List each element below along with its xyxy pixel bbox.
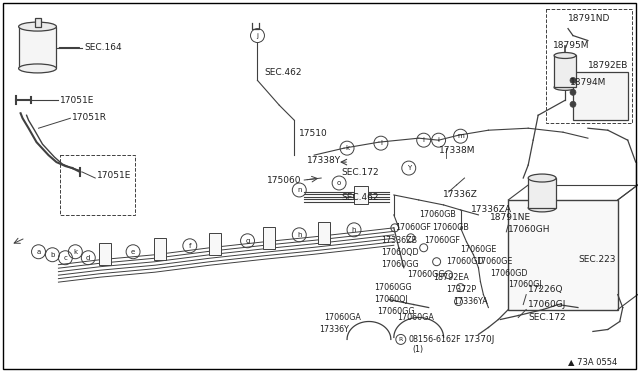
Text: e: e bbox=[131, 249, 135, 255]
Ellipse shape bbox=[554, 84, 576, 90]
Text: 17370J: 17370J bbox=[463, 335, 495, 344]
Text: 17060GD: 17060GD bbox=[447, 257, 484, 266]
Text: 17060QD: 17060QD bbox=[381, 248, 419, 257]
Ellipse shape bbox=[19, 22, 56, 31]
Bar bbox=[546, 9, 632, 123]
Text: 17060GF: 17060GF bbox=[395, 223, 431, 232]
Text: (1): (1) bbox=[413, 345, 424, 354]
Bar bbox=[318, 222, 330, 244]
Text: d: d bbox=[86, 255, 90, 261]
Bar bbox=[508, 200, 618, 310]
Text: SEC.462: SEC.462 bbox=[341, 193, 379, 202]
Bar bbox=[209, 233, 221, 255]
Text: SEC.172: SEC.172 bbox=[528, 313, 566, 322]
Text: k: k bbox=[345, 145, 349, 151]
Text: 17060GG: 17060GG bbox=[377, 307, 415, 316]
Text: c: c bbox=[63, 255, 67, 261]
Text: 17051E: 17051E bbox=[97, 170, 132, 180]
Text: 175060: 175060 bbox=[268, 176, 302, 185]
Text: m: m bbox=[457, 133, 464, 139]
Text: 17060GE: 17060GE bbox=[476, 257, 513, 266]
Text: 17336YA: 17336YA bbox=[454, 297, 488, 306]
Text: k: k bbox=[73, 249, 77, 255]
Text: f: f bbox=[189, 243, 191, 249]
Bar bbox=[264, 227, 275, 249]
Text: 17338Y: 17338Y bbox=[307, 155, 341, 164]
Text: 17051R: 17051R bbox=[72, 113, 108, 122]
Text: i: i bbox=[422, 137, 425, 143]
Text: 17336ZB: 17336ZB bbox=[381, 236, 417, 245]
Text: 17060GG: 17060GG bbox=[381, 260, 419, 269]
Text: i: i bbox=[438, 137, 440, 143]
Text: 17060GD: 17060GD bbox=[490, 269, 528, 278]
Circle shape bbox=[570, 89, 576, 95]
Text: l: l bbox=[380, 140, 382, 146]
Text: 17060GA: 17060GA bbox=[324, 313, 361, 322]
Text: SEC.223: SEC.223 bbox=[578, 255, 616, 264]
Text: 17336ZA: 17336ZA bbox=[470, 205, 511, 214]
Text: 17226Q: 17226Q bbox=[528, 285, 564, 294]
Text: 17060GB: 17060GB bbox=[433, 223, 470, 232]
Bar bbox=[354, 186, 368, 204]
Ellipse shape bbox=[19, 64, 56, 73]
Text: a: a bbox=[36, 249, 41, 255]
Text: 17372P: 17372P bbox=[447, 285, 477, 294]
Text: 17338M: 17338M bbox=[438, 145, 475, 155]
Text: g: g bbox=[245, 238, 250, 244]
Text: 17336Y: 17336Y bbox=[319, 325, 349, 334]
Bar bbox=[573, 73, 628, 120]
Text: Y: Y bbox=[406, 165, 411, 171]
Text: b: b bbox=[51, 252, 54, 258]
Text: 17510: 17510 bbox=[300, 129, 328, 138]
Ellipse shape bbox=[528, 204, 556, 212]
Text: h: h bbox=[352, 227, 356, 233]
Text: h: h bbox=[297, 232, 301, 238]
Bar bbox=[154, 238, 166, 260]
Text: SEC.164: SEC.164 bbox=[84, 43, 122, 52]
Text: R: R bbox=[399, 337, 403, 342]
Text: 18795M: 18795M bbox=[553, 41, 589, 50]
Text: 18792EB: 18792EB bbox=[588, 61, 628, 70]
Text: 18791ND: 18791ND bbox=[568, 14, 611, 23]
Text: 17060GJ: 17060GJ bbox=[528, 300, 566, 309]
Text: 17060GE: 17060GE bbox=[461, 245, 497, 254]
Text: j: j bbox=[257, 33, 259, 39]
Text: 18791NE: 18791NE bbox=[490, 214, 531, 222]
Bar bbox=[60, 155, 135, 215]
Text: 17060GG: 17060GG bbox=[407, 270, 444, 279]
Text: o: o bbox=[337, 180, 341, 186]
Bar bbox=[35, 17, 40, 26]
Text: 17060GB: 17060GB bbox=[419, 211, 456, 219]
Bar bbox=[528, 178, 556, 208]
Text: 17060GA: 17060GA bbox=[397, 313, 434, 322]
Ellipse shape bbox=[528, 174, 556, 182]
Text: 17336Z: 17336Z bbox=[443, 190, 477, 199]
Circle shape bbox=[570, 101, 576, 107]
Text: SEC.462: SEC.462 bbox=[264, 68, 302, 77]
Text: 17060GH: 17060GH bbox=[508, 225, 551, 234]
Text: 18794M: 18794M bbox=[570, 78, 606, 87]
Text: 08156-6162F: 08156-6162F bbox=[409, 335, 461, 344]
Text: ▲ 73A 0554: ▲ 73A 0554 bbox=[568, 357, 617, 366]
Text: 17060QJ: 17060QJ bbox=[374, 295, 408, 304]
Ellipse shape bbox=[554, 52, 576, 58]
Text: 17060GJ: 17060GJ bbox=[508, 280, 542, 289]
Text: 17060GF: 17060GF bbox=[424, 236, 460, 245]
Bar bbox=[99, 243, 111, 265]
Text: SEC.172: SEC.172 bbox=[341, 167, 379, 177]
Text: 18792EA: 18792EA bbox=[434, 273, 470, 282]
Bar bbox=[554, 55, 576, 87]
Bar bbox=[19, 26, 56, 68]
Text: 17051E: 17051E bbox=[60, 96, 95, 105]
Text: n: n bbox=[297, 187, 301, 193]
Text: 17060GG: 17060GG bbox=[374, 283, 412, 292]
Circle shape bbox=[570, 77, 576, 83]
